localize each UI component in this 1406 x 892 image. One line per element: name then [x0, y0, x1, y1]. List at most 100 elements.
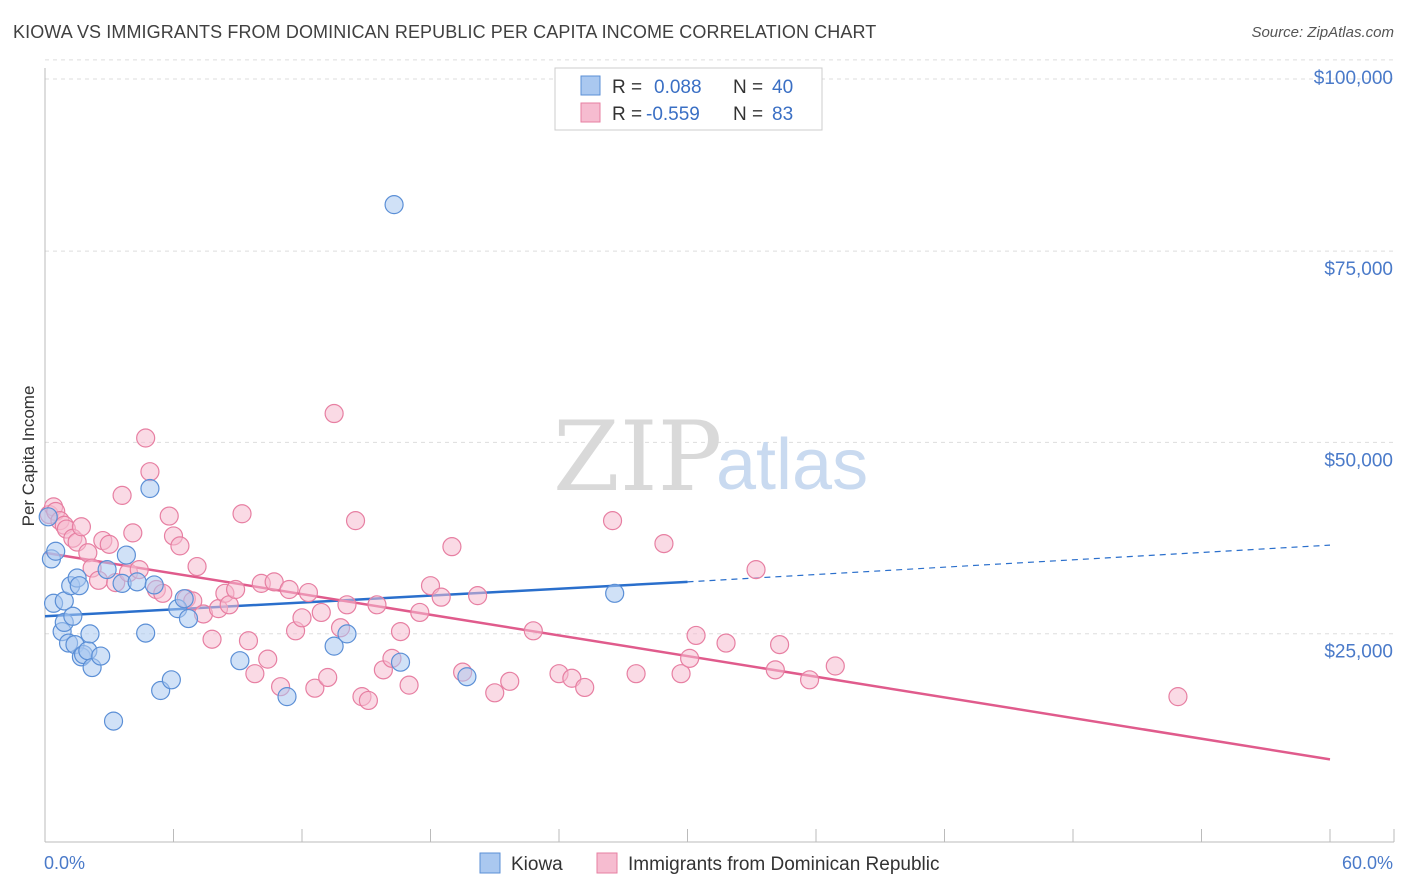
dominican-point: [671, 664, 691, 684]
dominican-point: [500, 671, 520, 691]
dominican-point: [485, 683, 505, 703]
watermark-zip: ZIP: [553, 401, 722, 513]
kiowa-point: [174, 589, 194, 609]
axes: [44, 68, 1395, 843]
y-tick-label: $100,000: [1314, 68, 1393, 89]
kiowa-point: [605, 583, 625, 603]
kiowa-point: [324, 636, 344, 656]
dominican-point: [686, 625, 706, 646]
dominican-point: [367, 595, 387, 615]
dominican-point: [140, 462, 160, 482]
kiowa-trend-line: [44, 580, 688, 618]
kiowa-point: [384, 195, 404, 215]
dominican-point: [298, 582, 319, 603]
kiowa-point: [390, 652, 411, 672]
legend-n-label: N =: [733, 77, 763, 98]
series-legend: Kiowa Immigrants from Dominican Republic: [479, 852, 940, 875]
dominican-point: [305, 678, 325, 698]
dominican-point: [825, 656, 845, 676]
kiowa-point: [457, 667, 477, 687]
x-tick-label-max: 60.0%: [1342, 853, 1393, 873]
dominican-point: [410, 602, 430, 623]
kiowa-point: [38, 507, 58, 527]
dominican-point: [575, 677, 595, 698]
kiowa-point: [80, 624, 100, 644]
dominican-point: [318, 667, 338, 688]
kiowa-point: [140, 478, 160, 499]
dominican-point: [345, 511, 366, 531]
x-tick-labels: 0.0% 60.0%: [44, 853, 1393, 873]
dominican-point: [358, 690, 378, 711]
kiowa-point: [91, 646, 111, 666]
dominican-point: [468, 586, 488, 606]
dominican-point: [716, 633, 736, 653]
kiowa-point: [178, 608, 199, 629]
dominican-point: [680, 648, 700, 668]
kiowa-point: [46, 541, 66, 561]
legend-r-value-kiowa: 0.088: [654, 77, 702, 98]
y-axis-label: Per Capita Income: [19, 386, 38, 527]
dominican-point: [292, 608, 312, 628]
dominican-point: [390, 621, 411, 642]
dominican-point: [746, 560, 766, 580]
x-tick-label-min: 0.0%: [44, 853, 85, 873]
kiowa-point: [63, 606, 83, 626]
source-label[interactable]: Source: ZipAtlas.com: [1251, 24, 1394, 41]
kiowa-point: [337, 624, 357, 644]
legend-swatch-kiowa: [580, 75, 601, 96]
legend-swatch-dominican: [580, 102, 601, 123]
dominican-point: [442, 537, 462, 557]
dominican-point: [99, 534, 119, 554]
legend-n-value-kiowa: 40: [772, 77, 793, 98]
dominican-point: [238, 631, 259, 651]
kiowa-point: [136, 623, 156, 643]
dominican-point: [337, 595, 357, 615]
kiowa-point: [277, 687, 297, 707]
dominican-point: [264, 572, 284, 592]
series-swatch-dominican[interactable]: [596, 852, 618, 874]
dominican-point: [311, 602, 331, 623]
kiowa-point: [127, 572, 147, 592]
dominican-point: [159, 506, 179, 526]
dominican-point: [399, 675, 419, 695]
legend-r-value-dominican: -0.559: [646, 104, 700, 125]
kiowa-point: [103, 711, 124, 731]
dominican-point: [431, 587, 451, 607]
kiowa-point: [97, 560, 117, 580]
dominican-point: [136, 428, 156, 448]
dominican-point: [602, 511, 623, 531]
series-name-dominican[interactable]: Immigrants from Dominican Republic: [628, 854, 940, 875]
y-tick-label: $25,000: [1324, 642, 1393, 663]
watermark: ZIP atlas: [553, 401, 868, 513]
correlation-legend: R = 0.088 N = 40 R = -0.559 N = 83: [554, 67, 823, 131]
y-tick-label: $75,000: [1324, 259, 1393, 280]
legend-r-label: R =: [612, 104, 642, 125]
dominican-point: [626, 664, 646, 684]
dominican-point: [232, 504, 252, 524]
data-points: [38, 195, 1188, 731]
dominican-point: [523, 621, 543, 641]
dominican-point: [71, 517, 92, 537]
gridlines: [45, 59, 1394, 635]
legend-r-label: R =: [612, 77, 642, 98]
series-swatch-kiowa[interactable]: [479, 852, 501, 874]
dominican-point: [799, 670, 820, 690]
dominican-point: [1168, 687, 1188, 707]
dominican-point: [170, 536, 190, 556]
dominican-point: [769, 634, 790, 655]
legend-n-value-dominican: 83: [772, 104, 793, 125]
watermark-atlas: atlas: [716, 425, 868, 505]
kiowa-point: [144, 575, 164, 595]
dominican-point: [279, 579, 299, 600]
chart-title: KIOWA VS IMMIGRANTS FROM DOMINICAN REPUB…: [13, 22, 877, 42]
dominican-point: [324, 403, 344, 424]
kiowa-point: [69, 576, 89, 596]
dominican-point: [112, 485, 132, 505]
dominican-point: [187, 556, 207, 577]
kiowa-point: [116, 545, 136, 565]
dominican-point: [765, 660, 785, 680]
dominican-point: [245, 664, 265, 684]
legend-n-label: N =: [733, 104, 763, 125]
series-name-kiowa[interactable]: Kiowa: [511, 854, 563, 875]
